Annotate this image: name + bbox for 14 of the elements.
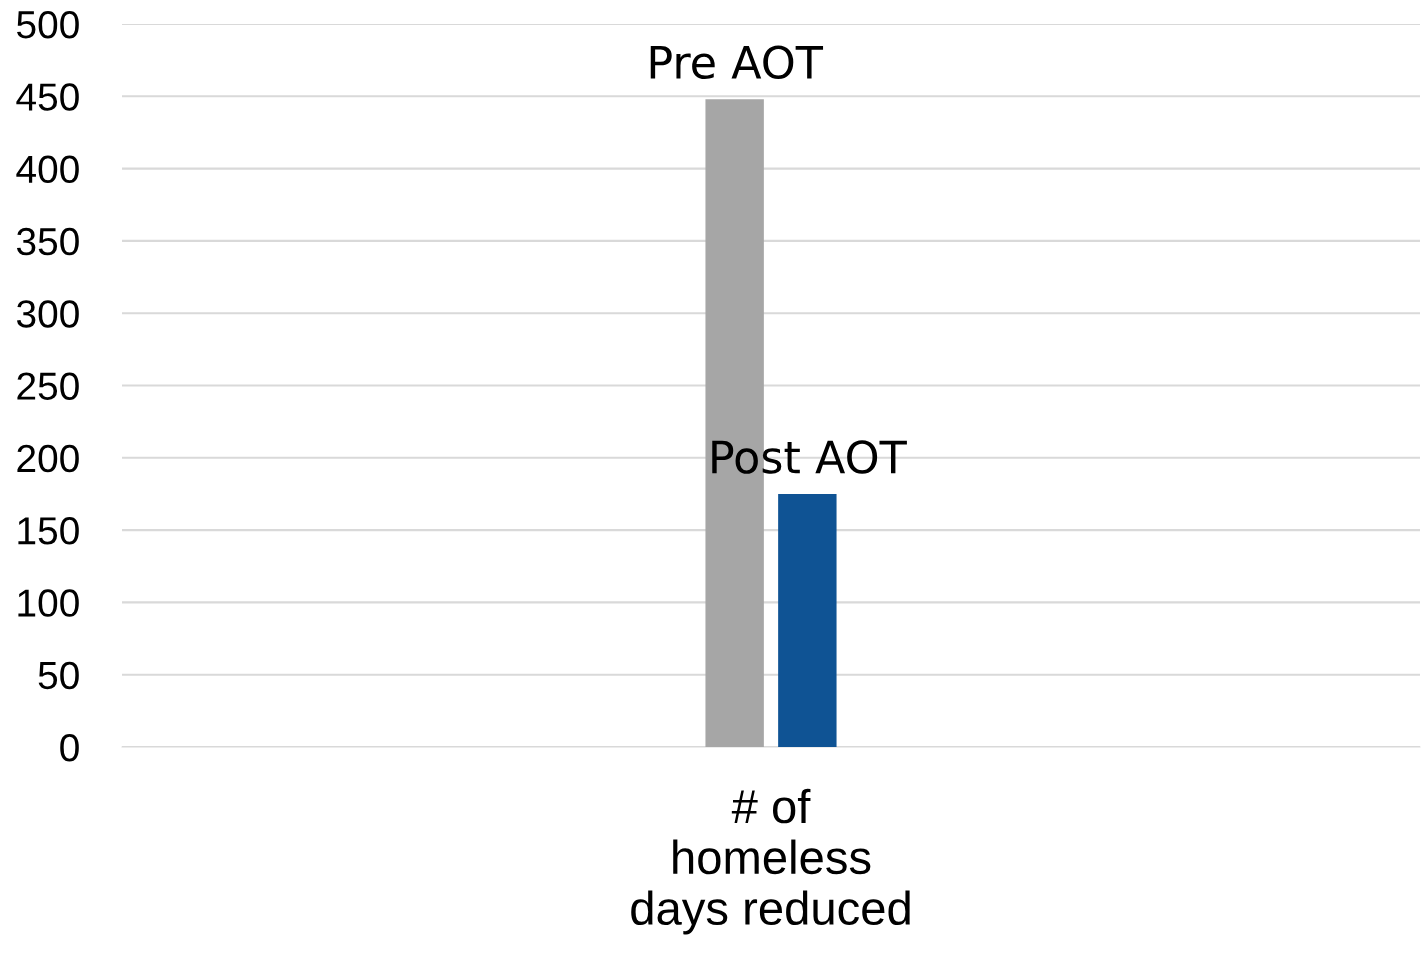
y-tick-label: 500 (17, 10, 79, 39)
y-tick-label: 150 (18, 517, 79, 545)
series-label: Post AOT (712, 440, 907, 474)
y-tick-label: 200 (17, 444, 79, 473)
y-tick-label: 250 (17, 372, 79, 400)
y-tick-label: 400 (16, 155, 79, 184)
y-tick-label: 350 (16, 227, 79, 256)
y-tick-label: 0 (60, 733, 79, 762)
series-label: Pre AOT (650, 45, 824, 80)
y-tick-label: 450 (16, 83, 79, 111)
y-tick-label: 300 (16, 300, 79, 328)
y-tick-label: 50 (38, 661, 79, 690)
y-tick-label: 100 (18, 589, 79, 617)
x-tick-label: # of homeless days reduced (631, 788, 910, 935)
